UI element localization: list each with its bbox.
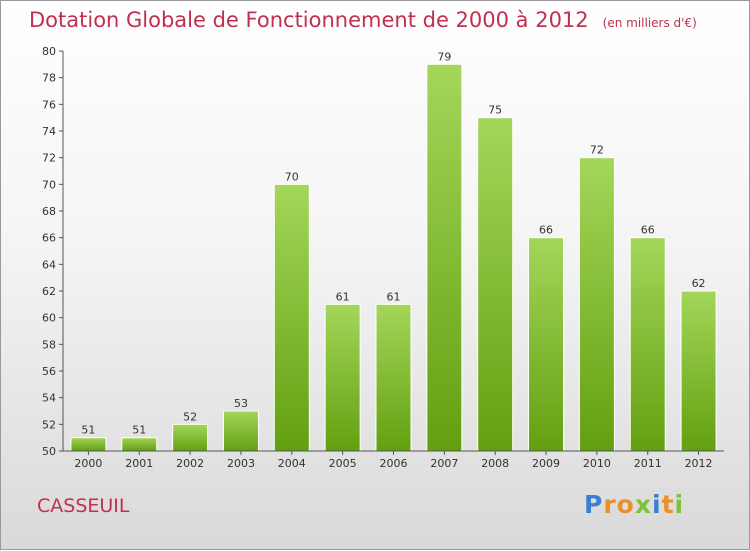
data-label-2012: 62 bbox=[692, 277, 706, 290]
bar-2012 bbox=[680, 290, 717, 452]
bar-2011 bbox=[629, 237, 666, 452]
y-tick-label-70: 70 bbox=[42, 178, 56, 191]
bar-2004 bbox=[273, 183, 310, 452]
y-tick-label-60: 60 bbox=[42, 312, 56, 325]
y-tick-label-76: 76 bbox=[42, 98, 56, 111]
data-label-2011: 66 bbox=[641, 224, 655, 237]
bar-2008 bbox=[477, 117, 514, 452]
logo-letter: t bbox=[661, 490, 675, 519]
y-tick-label-80: 80 bbox=[42, 45, 56, 58]
logo-letter: i bbox=[674, 490, 685, 519]
y-tick-label-78: 78 bbox=[42, 72, 56, 85]
bar-2002 bbox=[172, 423, 209, 452]
x-tick-label-2004: 2004 bbox=[278, 457, 306, 470]
data-label-2008: 75 bbox=[488, 104, 502, 117]
data-label-2009: 66 bbox=[539, 224, 553, 237]
bar-2006 bbox=[375, 303, 412, 452]
bar-2000 bbox=[70, 437, 107, 452]
bar-2007 bbox=[426, 63, 463, 452]
x-tick-label-2008: 2008 bbox=[481, 457, 509, 470]
chart-title: Dotation Globale de Fonctionnement de 20… bbox=[29, 8, 697, 32]
data-label-2006: 61 bbox=[387, 290, 401, 303]
data-label-2002: 52 bbox=[183, 410, 197, 423]
logo-letter: x bbox=[634, 490, 652, 519]
data-label-2003: 53 bbox=[234, 397, 248, 410]
data-label-2001: 51 bbox=[132, 424, 146, 437]
logo-letter: i bbox=[652, 490, 662, 519]
commune-name: CASSEUIL bbox=[37, 495, 130, 517]
x-tick-label-2007: 2007 bbox=[430, 457, 458, 470]
y-tick-label-50: 50 bbox=[42, 445, 56, 458]
data-label-2000: 51 bbox=[81, 424, 95, 437]
chart-subtitle: (en milliers d'€) bbox=[602, 16, 697, 30]
x-tick-label-2010: 2010 bbox=[583, 457, 611, 470]
x-tick-label-2006: 2006 bbox=[380, 457, 408, 470]
y-tick-label-74: 74 bbox=[42, 125, 56, 138]
data-label-2004: 70 bbox=[285, 170, 299, 183]
logo-letter: o bbox=[616, 490, 635, 519]
bar-2010 bbox=[578, 157, 615, 452]
y-tick-label-58: 58 bbox=[42, 338, 56, 351]
x-tick-label-2011: 2011 bbox=[634, 457, 662, 470]
y-tick-label-52: 52 bbox=[42, 418, 56, 431]
data-label-2010: 72 bbox=[590, 144, 604, 157]
x-tick-label-2009: 2009 bbox=[532, 457, 560, 470]
y-tick-label-62: 62 bbox=[42, 285, 56, 298]
data-label-2007: 79 bbox=[437, 50, 451, 63]
x-tick-label-2003: 2003 bbox=[227, 457, 255, 470]
logo-letter: r bbox=[603, 490, 617, 519]
logo-letter: P bbox=[584, 490, 604, 519]
bar-2005 bbox=[324, 303, 361, 452]
y-tick-label-64: 64 bbox=[42, 258, 56, 271]
x-tick-label-2001: 2001 bbox=[125, 457, 153, 470]
y-tick-label-56: 56 bbox=[42, 365, 56, 378]
bar-2003 bbox=[222, 410, 259, 452]
bar-2001 bbox=[121, 437, 158, 452]
y-tick-label-54: 54 bbox=[42, 392, 56, 405]
bar-2009 bbox=[528, 237, 565, 452]
x-tick-label-2000: 2000 bbox=[74, 457, 102, 470]
chart-title-text: Dotation Globale de Fonctionnement de 20… bbox=[29, 8, 589, 32]
data-label-2005: 61 bbox=[336, 290, 350, 303]
x-tick-label-2012: 2012 bbox=[685, 457, 713, 470]
y-tick-label-66: 66 bbox=[42, 232, 56, 245]
x-tick-label-2002: 2002 bbox=[176, 457, 204, 470]
y-tick-label-72: 72 bbox=[42, 152, 56, 165]
proxiti-logo: Proxiti bbox=[584, 490, 684, 519]
x-tick-label-2005: 2005 bbox=[329, 457, 357, 470]
y-tick-label-68: 68 bbox=[42, 205, 56, 218]
